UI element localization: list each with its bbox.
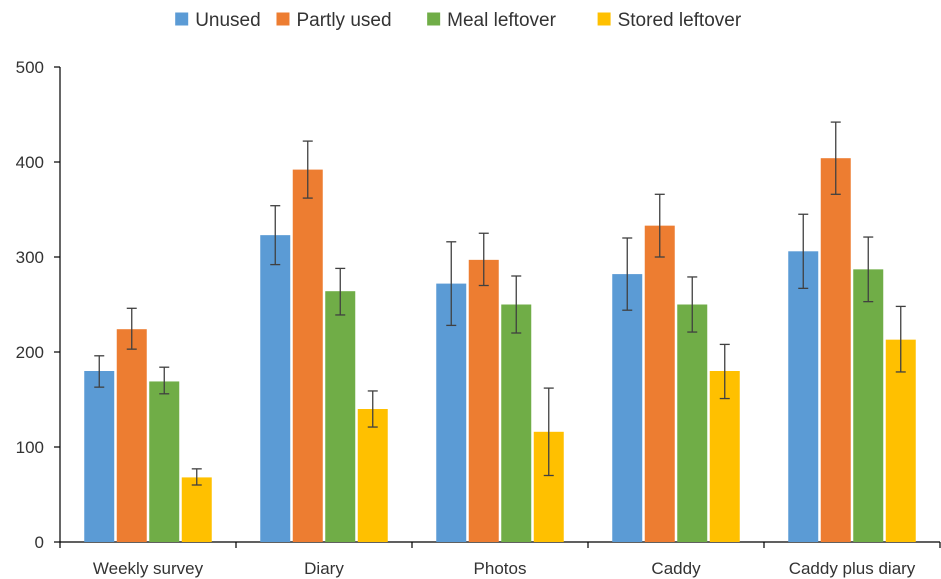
bar — [677, 304, 708, 542]
error-bars — [94, 121, 906, 486]
y-tick-label: 0 — [35, 533, 44, 552]
legend: Unused Partly used Meal leftover Stored lef… — [175, 10, 742, 31]
bars — [84, 158, 916, 543]
x-axis: Weekly survey Diary Photos Caddy Caddy plus … — [59, 541, 941, 578]
bar — [292, 169, 323, 542]
legend-label: Partly used — [296, 10, 391, 31]
bar — [644, 225, 675, 542]
y-tick-label: 100 — [16, 438, 44, 457]
y-axis: 0 100 200 300 400 500 — [16, 58, 61, 552]
bar — [149, 381, 180, 542]
bar — [116, 329, 147, 542]
legend-swatch — [597, 12, 611, 26]
bar — [84, 371, 115, 542]
x-tick-label: Weekly survey — [93, 559, 204, 578]
bar — [820, 158, 851, 542]
legend-label: Stored leftover — [618, 10, 742, 31]
legend-label: Meal leftover — [447, 10, 556, 31]
legend-label: Unused — [195, 10, 261, 31]
bar — [436, 283, 467, 542]
y-tick-label: 300 — [16, 248, 44, 267]
y-tick-label: 400 — [16, 153, 44, 172]
bar — [468, 259, 499, 542]
y-tick-label: 200 — [16, 343, 44, 362]
y-tick-label: 500 — [16, 58, 44, 77]
bar — [612, 274, 643, 542]
x-tick-label: Caddy — [651, 559, 701, 578]
legend-swatch — [427, 12, 441, 26]
x-tick-label: Diary — [304, 559, 344, 578]
bar — [181, 477, 212, 542]
bar — [325, 291, 356, 542]
bar — [260, 235, 291, 542]
bar — [357, 409, 388, 542]
bar — [885, 339, 916, 542]
bar — [788, 251, 819, 543]
legend-swatch — [175, 12, 189, 26]
bar — [709, 371, 740, 542]
legend-swatch — [276, 12, 290, 26]
x-tick-label: Photos — [474, 559, 527, 578]
bar — [853, 269, 884, 542]
x-tick-label: Caddy plus diary — [789, 559, 916, 578]
bar — [501, 304, 532, 542]
